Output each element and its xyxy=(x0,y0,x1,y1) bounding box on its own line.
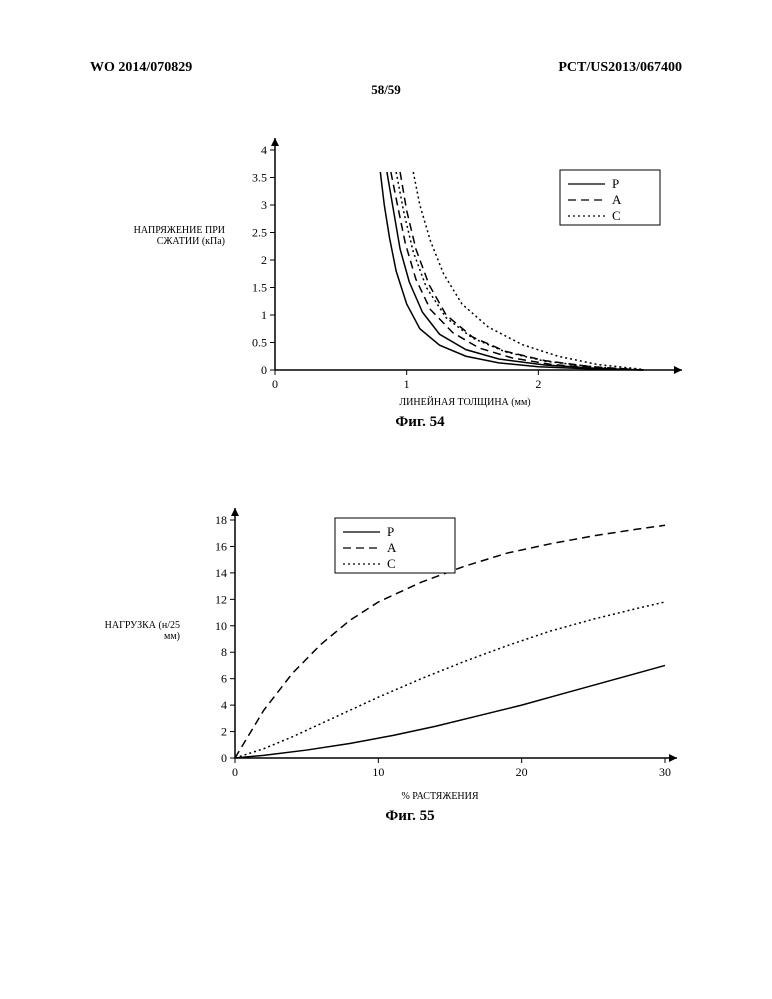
svg-text:3.5: 3.5 xyxy=(252,171,267,185)
svg-text:0: 0 xyxy=(221,751,227,765)
svg-text:0: 0 xyxy=(272,377,278,391)
page-number: 58/59 xyxy=(371,82,401,98)
svg-text:C: C xyxy=(612,208,621,223)
svg-text:1: 1 xyxy=(404,377,410,391)
svg-text:14: 14 xyxy=(215,566,227,580)
svg-text:P: P xyxy=(387,524,394,539)
svg-text:2.5: 2.5 xyxy=(252,226,267,240)
svg-text:0: 0 xyxy=(261,363,267,377)
header-left: WO 2014/070829 xyxy=(90,60,192,76)
svg-text:6: 6 xyxy=(221,672,227,686)
svg-text:10: 10 xyxy=(215,619,227,633)
fig55-caption: Фиг. 55 xyxy=(130,808,690,825)
svg-text:4: 4 xyxy=(261,143,267,157)
svg-text:20: 20 xyxy=(516,765,528,779)
svg-text:3: 3 xyxy=(261,198,267,212)
svg-text:18: 18 xyxy=(215,513,227,527)
svg-text:2: 2 xyxy=(261,253,267,267)
fig55-chart: 0 10 20 30 0 2 4 6 8 10 12 14 16 18 PAC xyxy=(185,500,695,800)
svg-text:30: 30 xyxy=(659,765,671,779)
svg-text:A: A xyxy=(387,540,397,555)
svg-text:1: 1 xyxy=(261,308,267,322)
svg-text:8: 8 xyxy=(221,645,227,659)
svg-text:P: P xyxy=(612,176,619,191)
header-right: PCT/US2013/067400 xyxy=(558,60,682,76)
fig54-caption: Фиг. 54 xyxy=(170,414,670,431)
svg-text:16: 16 xyxy=(215,539,227,553)
fig55-ylabel: НАГРУЗКА (н/25 мм) xyxy=(90,620,180,642)
svg-text:12: 12 xyxy=(215,592,227,606)
svg-text:10: 10 xyxy=(372,765,384,779)
svg-text:0.5: 0.5 xyxy=(252,336,267,350)
figure-55: НАГРУЗКА (н/25 мм) 0 10 20 30 0 2 4 6 8 10 12 14 16 1… xyxy=(90,500,690,825)
svg-text:1.5: 1.5 xyxy=(252,281,267,295)
fig54-chart: 0 1 2 0 0.5 1 1.5 2 2.5 3 3.5 4 PAC xyxy=(230,130,700,410)
svg-text:2: 2 xyxy=(535,377,541,391)
svg-text:A: A xyxy=(612,192,622,207)
svg-text:C: C xyxy=(387,556,396,571)
svg-text:4: 4 xyxy=(221,698,227,712)
fig54-ylabel: НАПРЯЖЕНИЕ ПРИ СЖАТИИ (кПа) xyxy=(105,225,225,247)
svg-text:2: 2 xyxy=(221,725,227,739)
figure-54: НАПРЯЖЕНИЕ ПРИ СЖАТИИ (кПа) 01200.511.52… xyxy=(110,130,670,431)
svg-text:0: 0 xyxy=(232,765,238,779)
